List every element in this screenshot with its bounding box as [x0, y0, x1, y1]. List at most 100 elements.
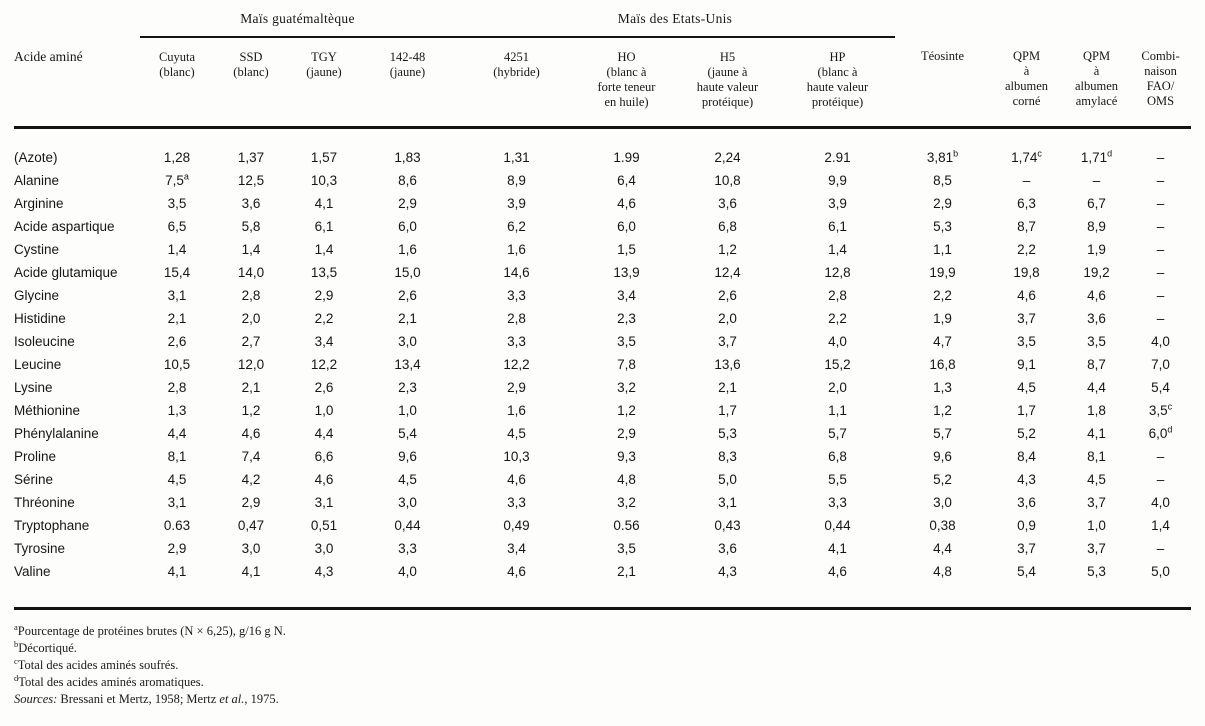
value-cell: 8,6	[398, 173, 417, 188]
value-cell: 6,1	[828, 219, 847, 234]
table-row: Proline 8,1 7,4 6,6 9,6 10,3 9,3 8,3 6,8 9,6 8,4 8,…	[14, 445, 1191, 468]
sources-text: , 1975.	[244, 692, 279, 706]
value-cell: 2,2	[828, 311, 847, 326]
value-cell: 3,4	[314, 334, 334, 349]
value-cell: 4,6	[617, 196, 636, 211]
value-cell: 12,8	[824, 265, 851, 280]
value-cell: –	[1156, 541, 1165, 556]
value-cell: 1,7	[1017, 403, 1036, 418]
row-label: Acide aspartique	[14, 219, 115, 234]
value-cell: 5,3	[933, 219, 952, 234]
footnote-marker: b	[14, 638, 19, 649]
value-cell: 3,1	[314, 495, 334, 510]
value-cell: 1,2	[933, 403, 952, 418]
table-row: Lysine 2,8 2,1 2,6 2,3 2,9 3,2 2,1 2,0 1,3 4,5 4,4 5…	[14, 376, 1191, 399]
value-cell: 1,28	[163, 150, 191, 165]
value-cell: 2,24	[714, 150, 741, 165]
value-cell: 16,8	[929, 357, 956, 372]
value-superscript: a	[183, 171, 189, 182]
footnote-text: Décortiqué.	[18, 641, 77, 655]
footnote-b: bDécortiqué.	[14, 640, 1191, 657]
value-cell: 3,3	[507, 334, 526, 349]
value-cell: 0,38	[929, 518, 956, 533]
value-cell: 2,3	[617, 311, 636, 326]
value-cell: 3,7	[1087, 541, 1106, 556]
value-cell: 1,4	[1151, 518, 1170, 533]
value-cell: 7,8	[617, 357, 636, 372]
column-header-cuyuta: Cuyuta (blanc)	[140, 37, 214, 129]
value-cell: 2,6	[718, 288, 737, 303]
value-cell: 2,9	[398, 196, 417, 211]
value-cell: 7,4	[241, 449, 261, 464]
value-cell: 6,6	[314, 449, 334, 464]
value-cell: 6,8	[718, 219, 737, 234]
value-cell: 2,2	[1017, 242, 1036, 257]
footnote-text: Total des acides aminés aromatiques.	[18, 675, 204, 689]
value-cell: 2,1	[241, 380, 261, 395]
value-cell: 4,7	[933, 334, 952, 349]
value-cell: –	[1156, 173, 1165, 188]
row-label: Leucine	[14, 357, 62, 372]
row-label: Phénylalanine	[14, 426, 99, 441]
value-cell: 9,9	[828, 173, 847, 188]
value-cell: 3,7	[1017, 541, 1036, 556]
value-cell: 10,3	[310, 173, 338, 188]
value-cell: 2,9	[617, 426, 636, 441]
value-cell: 5,4	[398, 426, 417, 441]
value-cell: 0,47	[237, 518, 265, 533]
value-cell: 12,2	[310, 357, 338, 372]
value-cell: –	[1156, 150, 1165, 165]
value-cell: 1,3	[167, 403, 187, 418]
value-cell: 1,1	[933, 242, 952, 257]
value-cell: 0,49	[503, 518, 530, 533]
value-cell: 8,9	[507, 173, 526, 188]
value-cell: 4,6	[828, 564, 847, 579]
value-cell: 1,3	[933, 380, 952, 395]
value-cell: 3,0	[398, 495, 417, 510]
value-cell: 5,4	[1017, 564, 1036, 579]
value-cell: –	[1156, 265, 1165, 280]
value-cell: –	[1156, 219, 1165, 234]
value-cell: 3,81b	[926, 148, 959, 165]
value-cell: 4,6	[1087, 288, 1106, 303]
value-cell: 2,0	[828, 380, 847, 395]
row-label: Méthionine	[14, 403, 81, 418]
value-cell: 0,43	[714, 518, 741, 533]
value-cell: 9,1	[1017, 357, 1036, 372]
value-cell: 6,2	[507, 219, 526, 234]
value-cell: 13,4	[394, 357, 421, 372]
row-label: Tryptophane	[14, 518, 90, 533]
value-cell: 2,9	[507, 380, 526, 395]
value-cell: 4,1	[314, 196, 334, 211]
column-group-etats-unis: Maïs des Etats-Unis	[455, 6, 896, 38]
value-cell: 4,3	[314, 564, 334, 579]
row-label: Tyrosine	[14, 541, 66, 556]
value-cell: –	[1156, 311, 1165, 326]
value-cell: 4,8	[933, 564, 952, 579]
value-cell: 4,5	[507, 426, 526, 441]
value-cell: 4,4	[167, 426, 187, 441]
value-cell: 2,8	[507, 311, 526, 326]
value-cell: 2,3	[398, 380, 417, 395]
value-cell: 8,7	[1017, 219, 1036, 234]
row-label: Cystine	[14, 242, 60, 257]
value-cell: 1,0	[314, 403, 334, 418]
value-cell: 5,3	[1087, 564, 1106, 579]
column-header-row: Acide aminé Cuyuta (blanc) SSD (blanc) T…	[14, 37, 1192, 129]
value-cell: 3,4	[617, 288, 636, 303]
footnote-marker: c	[14, 655, 18, 666]
column-header-hp: HP (blanc à haute valeur protéique)	[780, 37, 896, 129]
value-cell: 4,5	[167, 472, 187, 487]
value-cell: 9,3	[617, 449, 636, 464]
value-cell: 3,6	[718, 541, 737, 556]
value-cell: 2,9	[314, 288, 334, 303]
value-cell: 4,3	[718, 564, 737, 579]
value-cell: 3,6	[1017, 495, 1036, 510]
table-body: (Azote) 1,28 1,37 1,57 1,83 1,31 1.99 2,24 2.91 3…	[14, 128, 1191, 609]
table-row: (Azote) 1,28 1,37 1,57 1,83 1,31 1.99 2,24 2.91 3…	[14, 128, 1191, 170]
value-cell: 0,44	[824, 518, 851, 533]
value-cell: 13,9	[613, 265, 640, 280]
value-cell: 1,71d	[1080, 148, 1113, 165]
value-cell: 12,5	[237, 173, 265, 188]
value-cell: 0.63	[163, 518, 191, 533]
